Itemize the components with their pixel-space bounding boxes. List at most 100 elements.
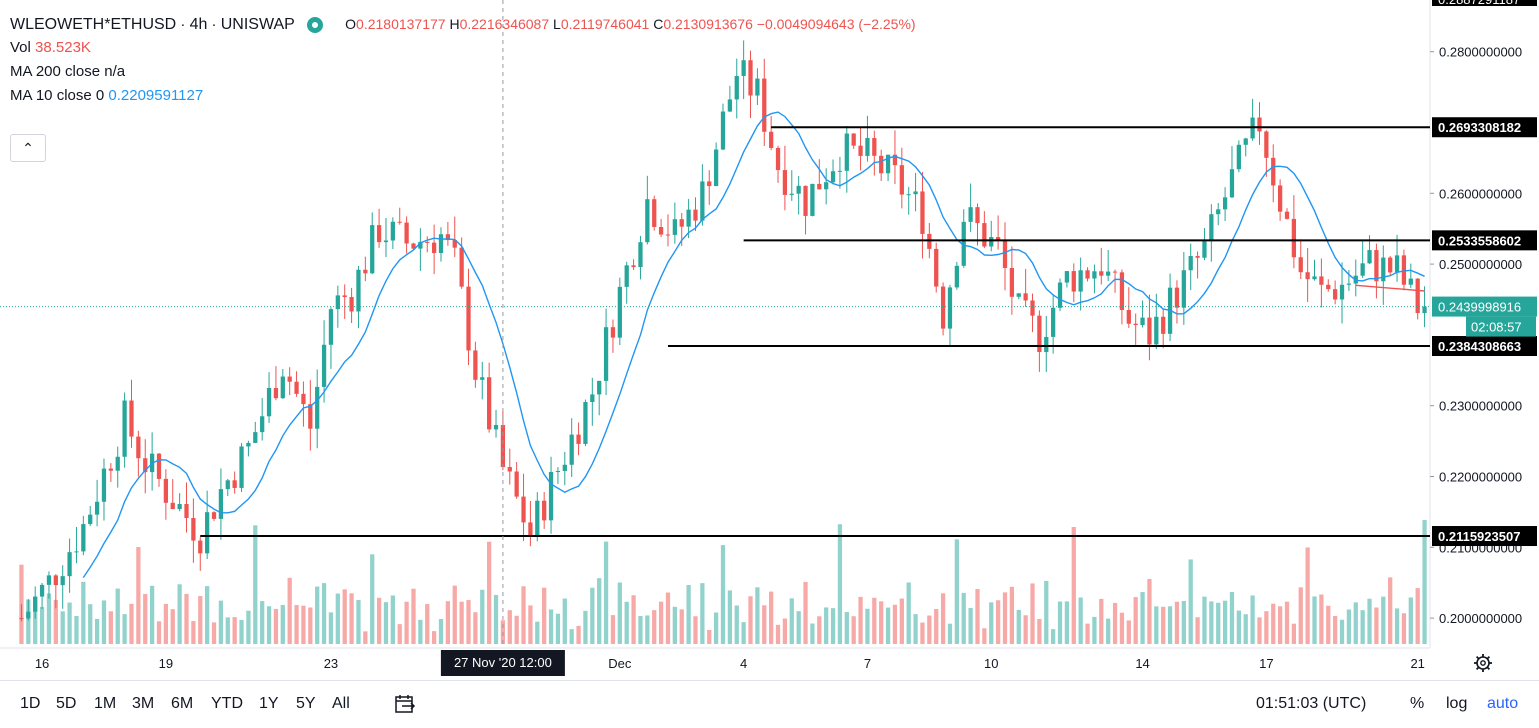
- volume-bar: [542, 587, 547, 644]
- volume-bar: [755, 587, 760, 644]
- auto-toggle[interactable]: auto: [1487, 695, 1519, 712]
- utc-clock[interactable]: 01:51:03 (UTC): [1256, 695, 1367, 712]
- candle-body: [122, 400, 127, 457]
- candle-body: [487, 377, 492, 430]
- timeframe-ytd[interactable]: YTD: [211, 695, 243, 712]
- candle-body: [617, 286, 622, 338]
- ma10-label: MA 10 close 0: [10, 87, 105, 104]
- candle-body: [445, 234, 451, 241]
- candle-body: [961, 221, 966, 266]
- candle-body: [301, 393, 306, 405]
- volume-bar: [762, 605, 767, 644]
- volume-bar: [149, 585, 155, 644]
- volume-bar: [858, 596, 863, 644]
- candle-body: [824, 182, 829, 190]
- volume-bar: [748, 596, 753, 644]
- volume-bar: [1064, 601, 1070, 644]
- volume-bar: [1057, 601, 1063, 644]
- candle-body: [1360, 263, 1365, 276]
- candle-body: [39, 584, 45, 597]
- candle-body: [211, 512, 217, 519]
- candle-body: [638, 242, 643, 268]
- candle-body: [1346, 283, 1352, 285]
- timeframe-all[interactable]: All: [332, 695, 350, 712]
- volume-bar: [170, 609, 175, 644]
- log-toggle[interactable]: log: [1446, 695, 1468, 712]
- candle-body: [734, 75, 739, 100]
- candle-body: [927, 233, 932, 249]
- volume-legend[interactable]: Vol 38.523K: [10, 36, 916, 60]
- volume-bar: [370, 554, 375, 644]
- ma10-legend[interactable]: MA 10 close 0 0.2209591127: [10, 84, 916, 108]
- candle-body: [1388, 257, 1393, 273]
- candle-body: [81, 524, 86, 552]
- candle-body: [542, 500, 547, 521]
- symbol-name[interactable]: WLEOWETH*ETHUSD: [10, 16, 177, 33]
- candle-body: [569, 434, 574, 465]
- volume-bar: [342, 589, 347, 644]
- volume-bar: [940, 593, 946, 644]
- candle-body: [975, 207, 980, 224]
- price-chart[interactable]: 0.2800000000 0.2600000000 0.2500000000 0.23…: [0, 0, 1539, 680]
- volume-bar: [1126, 620, 1131, 644]
- volume-bar: [1099, 598, 1104, 644]
- candle-body: [837, 170, 843, 172]
- volume-bar: [260, 601, 265, 644]
- volume-bar: [1154, 606, 1159, 644]
- market-status-icon[interactable]: [306, 17, 323, 34]
- candle-body: [775, 147, 781, 171]
- candle-body: [170, 502, 175, 510]
- candle-body: [349, 297, 354, 312]
- go-to-date-icon[interactable]: [394, 693, 416, 715]
- timeframe-1m[interactable]: 1M: [94, 695, 117, 712]
- volume-bar: [1374, 607, 1379, 644]
- percent-toggle[interactable]: %: [1410, 695, 1425, 712]
- low-label: L: [553, 16, 561, 32]
- timeframe-5y[interactable]: 5Y: [296, 695, 316, 712]
- time-tick-label: 23: [324, 656, 338, 671]
- gear-icon[interactable]: [1472, 652, 1494, 674]
- volume-bar: [205, 586, 210, 644]
- candle-body: [129, 400, 134, 437]
- volume-bar: [947, 623, 953, 644]
- candle-body: [968, 207, 973, 222]
- volume-bar: [652, 610, 657, 644]
- ma10-value: 0.2209591127: [108, 87, 204, 104]
- crosshair-time-label-bg: [440, 650, 565, 676]
- candle-body: [603, 327, 609, 381]
- timeframe-6m[interactable]: 6M: [171, 695, 194, 712]
- candle-body: [844, 133, 849, 171]
- volume-bar: [927, 615, 932, 644]
- candle-body: [1044, 336, 1049, 353]
- volume-bar: [1119, 612, 1125, 644]
- volume-bar: [1023, 615, 1028, 644]
- volume-bar: [769, 591, 774, 644]
- candle-body: [1326, 284, 1331, 290]
- candle-body: [1112, 271, 1118, 273]
- candle-body: [376, 225, 382, 243]
- ma200-legend[interactable]: MA 200 close n/a: [10, 60, 916, 84]
- timeframe-1d[interactable]: 1D: [20, 695, 41, 712]
- volume-bar: [1250, 595, 1255, 644]
- volume-bar: [1202, 596, 1207, 644]
- volume-bar: [1305, 547, 1310, 644]
- timeframe-3m[interactable]: 3M: [132, 695, 155, 712]
- timeframe-5d[interactable]: 5D: [56, 695, 77, 712]
- volume-bar: [1181, 600, 1186, 644]
- volume-bar: [1312, 596, 1317, 644]
- candle-body: [610, 327, 616, 338]
- candle-body: [755, 78, 760, 96]
- candle-body: [356, 269, 361, 312]
- volume-bar: [67, 602, 72, 644]
- candle-body: [397, 221, 402, 223]
- candle-body: [1126, 310, 1131, 324]
- collapse-legend-button[interactable]: ⌃: [10, 134, 46, 162]
- candle-body: [143, 458, 148, 473]
- high-label: H: [449, 16, 460, 32]
- candle-body: [425, 241, 430, 243]
- volume-bar: [1209, 601, 1214, 644]
- candle-body: [1291, 218, 1297, 258]
- timeframe-1y[interactable]: 1Y: [259, 695, 279, 712]
- volume-bar: [1236, 610, 1241, 644]
- candle-body: [1009, 267, 1015, 297]
